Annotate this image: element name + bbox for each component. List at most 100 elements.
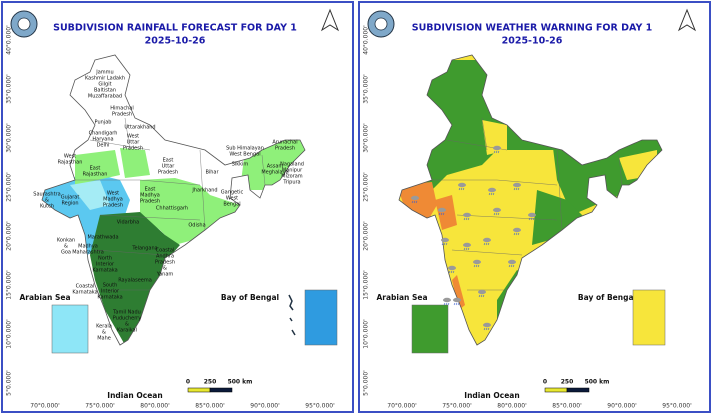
weather-icon — [493, 145, 501, 151]
region-label: Kutch — [40, 204, 54, 210]
region-label: Uttar — [127, 140, 141, 146]
region-label: Kashmir Ladakh — [85, 76, 125, 82]
region-label: Gujarat — [61, 195, 80, 201]
region-label: Goa — [61, 250, 71, 256]
region-label: Assam — [267, 164, 284, 170]
weather-icon — [528, 212, 536, 218]
sea-label: Indian Ocean — [464, 391, 519, 400]
latitude-label: 40°0.000' — [6, 25, 13, 55]
weather-icon — [513, 227, 521, 233]
sea-label: Arabian Sea — [19, 293, 70, 302]
longitude-label: 85°0.000' — [552, 403, 582, 410]
panel-title: SUBDIVISION RAINFALL FORECAST FOR DAY 1 — [53, 23, 297, 34]
weather-icon — [513, 182, 521, 188]
weather-icon-rain — [473, 264, 480, 268]
region-label: Gangetic — [221, 190, 244, 196]
region-label: Region — [61, 201, 78, 207]
region-label: West Bengal — [229, 152, 260, 158]
region-label: & — [45, 198, 49, 204]
map-region — [120, 148, 150, 178]
region-label: & — [102, 330, 106, 336]
region-label: North — [98, 256, 112, 262]
region-label: Coastal — [156, 248, 175, 254]
north-arrow — [320, 8, 340, 32]
weather-icon-rain — [478, 294, 485, 298]
scale-label: 250 — [204, 379, 217, 386]
region-label: Delhi — [97, 143, 110, 149]
emblem-inner — [374, 17, 388, 31]
latitude-label: 10°0.000' — [6, 319, 13, 349]
weather-icon-rain — [453, 302, 460, 306]
map-region — [452, 275, 465, 310]
region-label: Madhya — [140, 193, 160, 199]
region-label: Interior — [96, 262, 115, 268]
region-label: Konkan — [57, 238, 75, 244]
weather-icon — [438, 207, 446, 213]
region-label: Uttarakhand — [124, 125, 155, 131]
island-box — [411, 304, 449, 354]
latitude-label: 5°0.000' — [363, 370, 370, 396]
region-label: Karnataka — [92, 268, 117, 274]
region-label: Meghalaya — [261, 170, 288, 176]
weather-icon-rain — [528, 217, 535, 221]
scale-bar — [209, 387, 233, 393]
weather-icon — [473, 259, 481, 265]
weather-icon-rain — [483, 242, 490, 246]
subdivision-borders — [75, 117, 266, 291]
map-region — [75, 150, 120, 185]
longitude-label: 80°0.000' — [140, 403, 170, 410]
weather-icon — [493, 207, 501, 213]
region-label: West — [107, 191, 119, 197]
latitude-label: 30°0.000' — [6, 123, 13, 153]
longitude-label: 95°0.000' — [662, 403, 692, 410]
region-label: Karnataka — [97, 295, 122, 301]
region-label: Interior — [101, 289, 120, 295]
longitude-label: 90°0.000' — [607, 403, 637, 410]
region-label: Pradesh — [158, 170, 178, 176]
latitude-label: 35°0.000' — [363, 74, 370, 104]
longitude-label: 70°0.000' — [387, 403, 417, 410]
weather-icon — [463, 212, 471, 218]
region-label: Baltistan — [94, 88, 116, 94]
latitude-label: 10°0.000' — [363, 319, 370, 349]
region-label: Telangana — [131, 246, 157, 252]
scale-label: 0 — [186, 379, 190, 386]
latitude-label: 25°0.000' — [6, 172, 13, 202]
weather-icon-rain — [448, 270, 455, 274]
panel-title: SUBDIVISION WEATHER WARNING FOR DAY 1 — [412, 23, 653, 34]
scale-bar — [187, 387, 211, 393]
weather-icon — [463, 242, 471, 248]
region-label: Manipur — [282, 168, 303, 174]
longitude-label: 75°0.000' — [442, 403, 472, 410]
subdivision-borders — [432, 117, 623, 291]
weather-icon-rain — [513, 232, 520, 236]
latitude-label: 20°0.000' — [363, 221, 370, 251]
sea-label: Bay of Bengal — [578, 293, 636, 302]
weather-icon — [453, 297, 461, 303]
map-region — [532, 190, 587, 245]
region-label: Madhya — [78, 244, 98, 250]
region-label: Jammu — [95, 70, 113, 76]
region-label: Puducherry — [113, 316, 141, 322]
region-label: Sub Himalayan — [226, 146, 264, 152]
longitude-label: 75°0.000' — [85, 403, 115, 410]
region-label: Rayalaseema — [118, 278, 152, 284]
weather-icon — [488, 187, 496, 193]
region-label: Yanam — [156, 272, 174, 278]
weather-icon-rain — [441, 242, 448, 246]
region-label: Karaikal — [117, 328, 137, 334]
longitude-label: 85°0.000' — [195, 403, 225, 410]
weather-icon-rain — [411, 200, 418, 204]
region-label: East — [145, 187, 156, 193]
map-region — [435, 195, 457, 230]
region-label: Pradesh — [140, 199, 160, 205]
region-label: Maharashtra — [72, 250, 104, 256]
longitude-label: 70°0.000' — [30, 403, 60, 410]
latitude-label: 15°0.000' — [6, 270, 13, 300]
region-label: West — [226, 196, 238, 202]
weather-icon-rain — [483, 327, 490, 331]
region-label: Pradesh — [103, 203, 123, 209]
latitude-label: 30°0.000' — [363, 123, 370, 153]
panel-date: 2025-10-26 — [502, 36, 563, 47]
region-label: Haryana — [92, 137, 113, 143]
